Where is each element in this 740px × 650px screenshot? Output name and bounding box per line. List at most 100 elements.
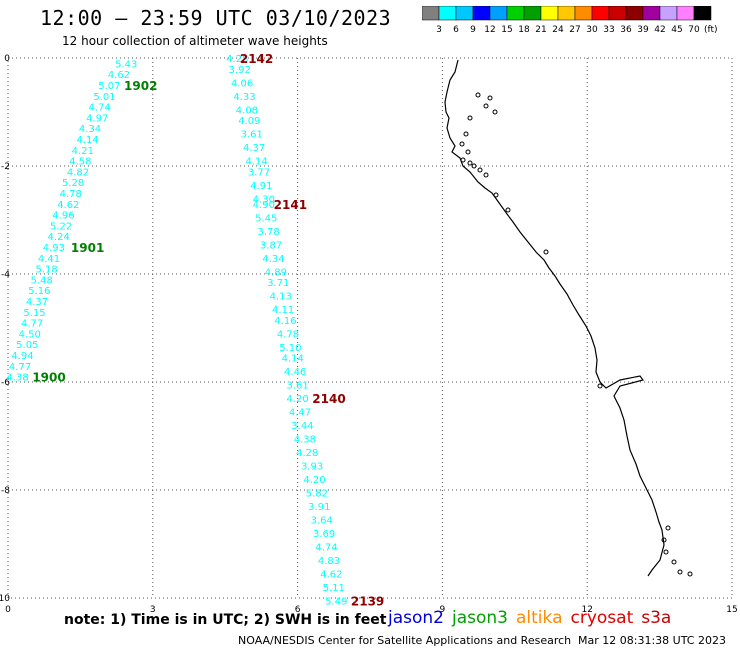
wave-height-value: 5.48 <box>31 275 53 286</box>
timestamp: Mar 12 08:31:38 UTC 2023 <box>578 634 726 647</box>
wave-height-value: 3.92 <box>229 65 251 76</box>
map-subtitle: 12 hour collection of altimeter wave hei… <box>62 34 328 48</box>
wave-height-value: 3.69 <box>313 529 335 540</box>
wave-height-value: 5.16 <box>28 286 50 297</box>
island-marker <box>477 167 483 173</box>
legend-entry-jason2: jason2 <box>388 608 444 628</box>
island-marker <box>460 157 466 163</box>
wave-height-value: 5.22 <box>50 221 72 232</box>
wave-height-value: 4.96 <box>52 211 74 222</box>
wave-height-value: 4.28 <box>296 448 318 459</box>
wave-height-value: 4.38 <box>7 373 29 384</box>
wave-height-value: 3.71 <box>267 278 289 289</box>
color-scale-label: 70 <box>688 25 700 35</box>
color-scale-bar: 3 6 9 12 15 18 21 24 27 30 33 36 39 42 45 70 (ft) <box>422 6 718 35</box>
legend-entry-s3a: s3a <box>641 608 672 628</box>
wave-height-value: 4.62 <box>320 570 342 581</box>
wave-height-value: 4.20 <box>303 475 325 486</box>
color-scale-label: 24 <box>552 25 564 35</box>
island-marker <box>505 207 511 213</box>
wave-height-value: 4.37 <box>26 297 48 308</box>
y-tick-label: -6 <box>1 378 10 388</box>
wave-height-value: 4.13 <box>270 292 292 303</box>
color-scale-label: 21 <box>535 25 546 35</box>
wave-height-value: 4.83 <box>318 556 340 567</box>
island-marker <box>677 569 683 575</box>
wave-height-value: 4.89 <box>265 267 287 278</box>
wave-height-value: 5.11 <box>323 583 345 594</box>
wave-height-value: 4.41 <box>38 254 60 265</box>
wave-height-value: 3.44 <box>291 421 313 432</box>
wave-height-value: 4.14 <box>282 354 304 365</box>
wave-height-value: 3.91 <box>308 502 330 513</box>
map-grid <box>7 57 733 599</box>
wave-height-value: 4.77 <box>9 362 31 373</box>
island-marker <box>459 141 465 147</box>
wave-height-value: 4.09 <box>238 116 260 127</box>
track-time-label: 2140 <box>312 392 345 406</box>
coastline-path <box>444 59 665 577</box>
altimeter-tracks: 5.434.625.075.014.744.974.344.144.214.58… <box>7 52 385 609</box>
wave-height-value: 4.50 <box>19 329 41 340</box>
wave-height-value: 4.94 <box>11 351 33 362</box>
color-scale-label: 6 <box>453 25 459 35</box>
wave-height-value: 4.14 <box>77 135 99 146</box>
wave-height-value: 4.21 <box>72 146 94 157</box>
wave-height-value: 4.74 <box>89 103 111 114</box>
wave-height-value: 4.38 <box>294 435 316 446</box>
color-scale-label: 36 <box>620 25 632 35</box>
wave-height-value: 3.93 <box>301 462 323 473</box>
wave-height-value: 4.24 <box>48 232 70 243</box>
island-marker <box>487 95 493 101</box>
wave-height-value: 3.61 <box>241 130 263 141</box>
track-time-label: 2139 <box>351 595 384 609</box>
wave-height-value: 5.01 <box>93 92 115 103</box>
wave-height-value: 5.05 <box>16 340 38 351</box>
island-marker <box>492 109 498 115</box>
x-tick-label: 9 <box>440 605 446 615</box>
x-tick-label: 0 <box>5 605 11 615</box>
track-time-label: 2142 <box>240 52 273 66</box>
wave-height-value: 4.97 <box>86 113 108 124</box>
island-marker <box>687 571 693 577</box>
island-marker <box>483 103 489 109</box>
wave-height-value: 4.91 <box>250 181 272 192</box>
wave-height-value: 4.16 <box>274 316 296 327</box>
legend-entry-jason3: jason3 <box>452 608 508 628</box>
y-tick-label: -8 <box>1 486 10 496</box>
color-scale-label: 45 <box>671 25 682 35</box>
wave-height-value: 4.90 <box>253 200 275 211</box>
island-marker <box>665 525 671 531</box>
credit-line: NOAA/NESDIS Center for Satellite Applica… <box>238 634 572 647</box>
coastline <box>444 59 693 577</box>
footnote: note: 1) Time is in UTC; 2) SWH is in fe… <box>64 612 387 628</box>
track-time-label: 1901 <box>71 241 104 255</box>
x-tick-label: 3 <box>150 605 156 615</box>
wave-height-value: 4.37 <box>243 143 265 154</box>
y-tick-label: -2 <box>1 162 10 172</box>
wave-height-value: 5.43 <box>115 59 137 70</box>
wave-height-value: 4.93 <box>43 243 65 254</box>
wave-height-value: 4.58 <box>69 157 91 168</box>
wave-height-value: 4.06 <box>231 78 253 89</box>
wave-height-value: 4.82 <box>67 167 89 178</box>
wave-height-value: 4.78 <box>277 329 299 340</box>
island-marker <box>597 383 603 389</box>
y-tick-label: 0 <box>4 54 10 64</box>
wave-height-value: 5.15 <box>23 308 45 319</box>
wave-height-value: 3.77 <box>248 167 270 178</box>
axis-tick-labels: 0 3 6 9 12 15 0 -2 -4 -6 -8 -10 <box>0 54 738 615</box>
color-scale-label: 15 <box>501 25 512 35</box>
island-marker <box>467 160 473 166</box>
wave-height-value: 4.14 <box>245 157 267 168</box>
color-scale-label: 3 <box>436 25 442 35</box>
wave-height-value: 4.30 <box>253 194 275 205</box>
island-marker <box>671 559 677 565</box>
track-time-label: 1902 <box>124 79 157 93</box>
color-scale-label: 18 <box>518 25 530 35</box>
color-scale-label: 9 <box>470 25 476 35</box>
wave-height-value: 3.87 <box>260 240 282 251</box>
island-marker <box>661 537 667 543</box>
satellite-legend: jason2 jason3 altika cryosat s3a <box>388 608 679 628</box>
wave-height-value: 4.47 <box>289 408 311 419</box>
